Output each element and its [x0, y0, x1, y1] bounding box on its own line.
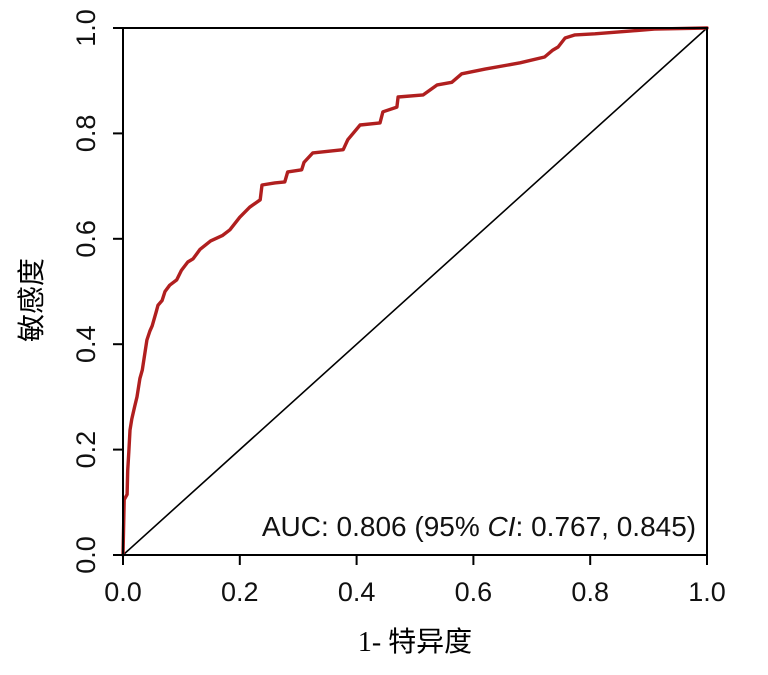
x-tick-label: 0.8	[571, 577, 609, 607]
y-tick-label: 0.0	[71, 536, 101, 574]
y-tick-label: 0.2	[71, 431, 101, 469]
y-axis-title: 敏感度	[17, 258, 48, 343]
y-tick-label: 1.0	[71, 9, 101, 47]
plot-box	[122, 27, 708, 556]
y-tick-label: 0.4	[71, 325, 101, 363]
x-tick-label: 0.0	[104, 577, 142, 607]
roc-curve-line	[121, 26, 709, 557]
x-axis-title: 1- 特异度	[357, 627, 473, 658]
reference-diagonal-line	[122, 27, 708, 556]
y-tick-label: 0.8	[71, 115, 101, 153]
auc-annotation-ci: CI	[487, 511, 516, 542]
auc-annotation: AUC: 0.806 (95% CI: 0.767, 0.845)	[250, 512, 708, 544]
x-tick-label: 1.0	[688, 577, 726, 607]
y-tick-label: 0.6	[71, 220, 101, 258]
x-tick-label: 0.6	[455, 577, 493, 607]
x-tick-label: 0.4	[338, 577, 376, 607]
x-tick-label: 0.2	[221, 577, 259, 607]
auc-annotation-suffix: : 0.767, 0.845)	[515, 511, 697, 542]
auc-annotation-prefix: AUC: 0.806 (95%	[261, 511, 488, 542]
